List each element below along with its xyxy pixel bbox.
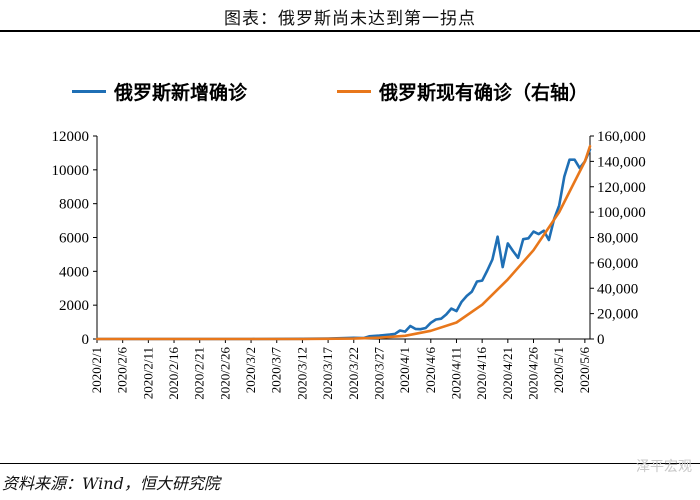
y-right-tick-label: 140,000 <box>597 154 646 170</box>
series-line-1 <box>95 144 592 341</box>
x-tick-label: 2020/2/16 <box>166 347 181 400</box>
y-right-tick-label: 60,000 <box>597 256 638 272</box>
x-tick-label: 2020/4/11 <box>448 347 463 399</box>
x-tick-label: 2020/5/1 <box>551 347 566 393</box>
page-title: 图表：俄罗斯尚未达到第一拐点 <box>224 9 476 29</box>
x-tick-label: 2020/4/16 <box>474 347 489 400</box>
x-tick-label: 2020/2/1 <box>89 347 104 393</box>
chart-plot: 0 2000 4000 6000 8000 10000 12000 0 20,000 40,000… <box>52 129 646 400</box>
y-left-tick-label: 10000 <box>52 163 90 179</box>
x-tick-label: 2020/3/17 <box>320 347 335 400</box>
x-tick-label: 2020/2/21 <box>192 347 207 400</box>
legend-label-new-cases: 俄罗斯新增确诊 <box>114 82 248 104</box>
y-right-tick-label: 0 <box>597 332 605 348</box>
x-tick-label: 2020/4/1 <box>397 347 412 393</box>
x-tick-label: 2020/3/12 <box>294 347 309 400</box>
y-right-tick-label: 40,000 <box>597 281 638 297</box>
y-right-tick-label: 100,000 <box>597 205 646 221</box>
y-left-tick-label: 0 <box>82 332 90 348</box>
series-line-0 <box>95 148 592 341</box>
x-tick-label: 2020/2/26 <box>217 347 232 400</box>
y-right-tick-label: 20,000 <box>597 307 638 323</box>
legend-swatch-new-cases <box>72 90 106 93</box>
x-tick-label: 2020/3/7 <box>269 347 284 394</box>
x-tick-label: 2020/3/22 <box>346 347 361 400</box>
top-rule <box>0 30 700 32</box>
y-right-tick-label: 80,000 <box>597 231 638 247</box>
x-tick-label: 2020/4/6 <box>423 347 438 394</box>
y-left-tick-label: 4000 <box>59 264 89 280</box>
x-tick-label: 2020/3/2 <box>243 347 258 393</box>
y-right-tick-label: 120,000 <box>597 180 646 196</box>
source-note: 资料来源：Wind，恒大研究院 <box>2 474 220 493</box>
x-tick-label: 2020/4/26 <box>526 347 541 400</box>
watermark: 泽平宏观 <box>636 459 692 475</box>
legend-label-active-cases: 俄罗斯现有确诊（右轴） <box>379 82 589 104</box>
x-tick-label: 2020/5/6 <box>577 347 592 394</box>
y-left-tick-label: 6000 <box>59 231 89 247</box>
x-tick-label: 2020/3/27 <box>371 347 386 400</box>
x-tick-label: 2020/2/11 <box>140 347 155 399</box>
legend-swatch-active-cases <box>337 90 371 93</box>
y-right-tick-label: 160,000 <box>597 129 646 145</box>
y-left-tick-label: 12000 <box>52 129 90 145</box>
y-left-tick-label: 2000 <box>59 298 89 314</box>
y-left-tick-label: 8000 <box>59 197 89 213</box>
x-tick-label: 2020/2/6 <box>115 347 130 394</box>
bottom-rule <box>0 463 700 464</box>
x-tick-label: 2020/4/21 <box>500 347 515 400</box>
